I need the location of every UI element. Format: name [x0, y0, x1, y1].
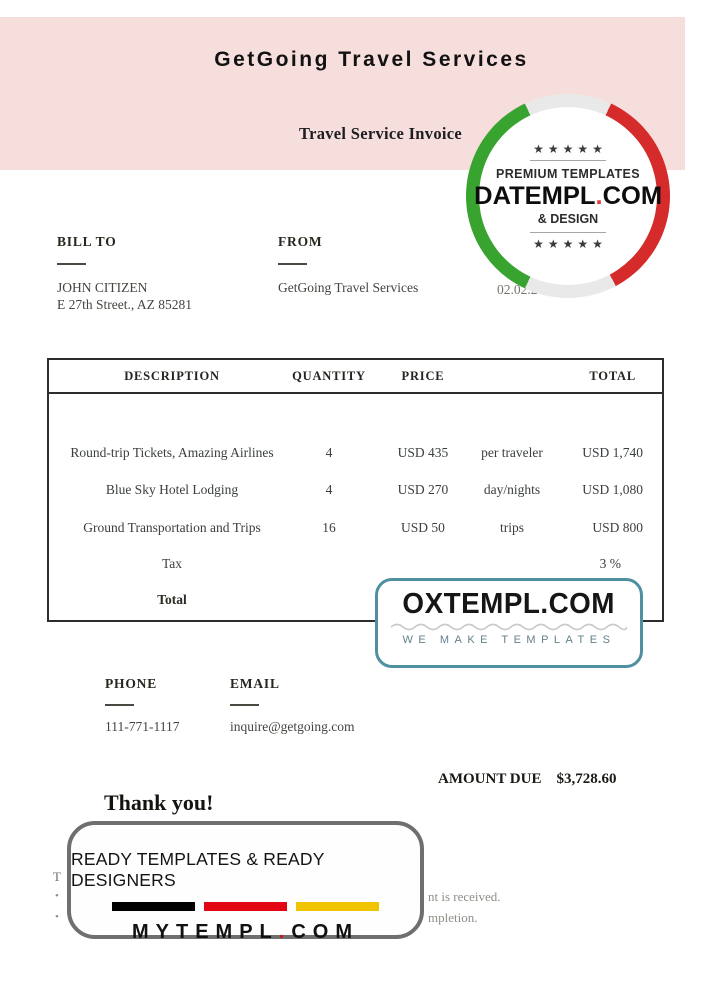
- mytempl-watermark-badge: READY TEMPLATES & READY DESIGNERS MYTEMP…: [67, 821, 424, 943]
- item-description: Blue Sky Hotel Lodging: [105, 482, 239, 497]
- email-section: EMAIL inquire@getgoing.com: [230, 676, 355, 735]
- mytempl-red-dot: .: [278, 921, 292, 943]
- header-quantity: QUANTITY: [292, 368, 366, 383]
- bill-to-section: BILL TO JOHN CITIZEN E 27th Street., AZ …: [57, 234, 192, 313]
- item-price: USD 50: [401, 520, 445, 535]
- item-description: Round-trip Tickets, Amazing Airlines: [70, 445, 274, 460]
- datempl-name: DATEMPL.COM: [474, 182, 662, 211]
- item-quantity: 4: [325, 445, 333, 460]
- bill-to-address: E 27th Street., AZ 85281: [57, 297, 192, 312]
- phone-number: 111-771-1117: [105, 719, 180, 734]
- red-bar: [204, 902, 287, 911]
- email-label: EMAIL: [230, 676, 280, 691]
- datempl-design-text: & DESIGN: [537, 211, 599, 226]
- total-label: Total: [157, 592, 187, 607]
- phone-label: PHONE: [105, 676, 158, 691]
- wave-divider-icon: [391, 623, 627, 631]
- item-total: USD 800: [592, 520, 643, 535]
- thank-you-text: Thank you!: [104, 790, 214, 815]
- email-address: inquire@getgoing.com: [230, 719, 355, 734]
- item-description: Ground Transportation and Trips: [83, 520, 261, 535]
- bullet-icon: •: [55, 911, 59, 923]
- bill-to-label: BILL TO: [57, 234, 117, 249]
- from-section: FROM GetGoing Travel Services: [278, 234, 418, 296]
- table-row: Round-trip Tickets, Amazing Airlines 4 U…: [49, 394, 662, 470]
- item-total: USD 1,080: [582, 482, 643, 497]
- item-quantity: 16: [322, 520, 336, 535]
- invoice-subtitle: Travel Service Invoice: [299, 124, 462, 143]
- amount-due-value: $3,728.60: [556, 771, 617, 787]
- item-quantity: 4: [325, 482, 333, 497]
- oxtempl-watermark-badge: OXTEMPL.COM WE MAKE TEMPLATES: [375, 578, 643, 668]
- datempl-name-left: DATEMPL: [474, 181, 596, 210]
- terms-line-fragment: nt is received.: [428, 889, 501, 904]
- oxtempl-tagline: WE MAKE TEMPLATES: [402, 634, 616, 646]
- mytempl-name: MYTEMPL.COM: [132, 921, 359, 944]
- item-unit: per traveler: [481, 445, 543, 460]
- amount-due-label: AMOUNT DUE: [438, 771, 542, 787]
- header-total: TOTAL: [589, 368, 636, 383]
- stars-icon: ★★★★★: [533, 141, 607, 156]
- oxtempl-name: OXTEMPL.COM: [402, 588, 616, 620]
- item-unit: day/nights: [483, 482, 541, 497]
- mytempl-name-left: MYTEMPL: [131, 921, 279, 943]
- black-bar: [112, 902, 195, 911]
- from-company: GetGoing Travel Services: [278, 280, 419, 295]
- tax-row: Tax 3 %: [49, 546, 662, 582]
- item-unit: trips: [499, 520, 524, 535]
- divider: [57, 263, 86, 265]
- tax-value: 3 %: [599, 556, 621, 571]
- mytempl-tagline: READY TEMPLATES & READY DESIGNERS: [71, 849, 325, 890]
- item-total: USD 1,740: [582, 445, 643, 460]
- company-title: GetGoing Travel Services: [214, 48, 529, 71]
- datempl-watermark-badge: ★★★★★ PREMIUM TEMPLATES DATEMPL.COM & DE…: [466, 94, 670, 298]
- table-row: Blue Sky Hotel Lodging 4 USD 270 day/nig…: [49, 470, 662, 510]
- divider: [105, 704, 134, 706]
- yellow-bar: [296, 902, 379, 911]
- datempl-red-dot: .: [595, 181, 603, 210]
- amount-due-row: AMOUNT DUE $3,728.60: [438, 771, 616, 788]
- tax-label: Tax: [161, 556, 183, 571]
- bill-to-name: JOHN CITIZEN: [57, 280, 148, 295]
- datempl-badge-inner: ★★★★★ PREMIUM TEMPLATES DATEMPL.COM & DE…: [474, 107, 662, 285]
- flag-bars-icon: [112, 902, 379, 911]
- from-label: FROM: [278, 234, 323, 249]
- bullet-icon: •: [55, 890, 59, 902]
- divider: [278, 263, 307, 265]
- header-price: PRICE: [401, 368, 445, 383]
- mytempl-name-right: COM: [291, 921, 359, 943]
- terms-heading-fragment: T: [53, 869, 61, 884]
- divider: [530, 231, 606, 233]
- header-description: DESCRIPTION: [124, 368, 220, 383]
- phone-section: PHONE 111-771-1117: [105, 676, 180, 735]
- line-items-table: DESCRIPTION QUANTITY PRICE TOTAL Round-t…: [47, 358, 664, 622]
- table-row: Ground Transportation and Trips 16 USD 5…: [49, 510, 662, 546]
- item-price: USD 270: [397, 482, 449, 497]
- divider: [530, 159, 606, 161]
- terms-line-fragment: mpletion.: [428, 910, 478, 925]
- datempl-premium-text: PREMIUM TEMPLATES: [495, 166, 641, 181]
- item-price: USD 435: [397, 445, 449, 460]
- divider: [230, 704, 259, 706]
- table-header-row: DESCRIPTION QUANTITY PRICE TOTAL: [49, 360, 662, 394]
- stars-icon: ★★★★★: [533, 236, 607, 251]
- datempl-name-right: COM: [602, 181, 662, 210]
